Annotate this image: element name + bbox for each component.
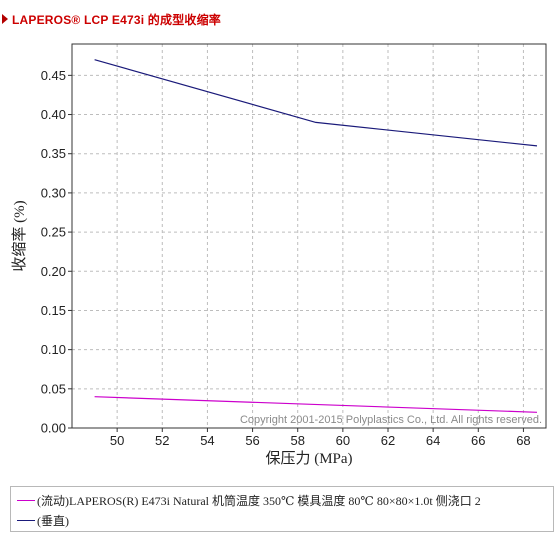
legend-label-flow: (流动)LAPEROS(R) E473i Natural 机筒温度 350℃ 模… — [37, 493, 481, 508]
x-tick-label: 56 — [245, 433, 259, 448]
plot-area — [71, 43, 547, 429]
x-tick-label: 68 — [516, 433, 530, 448]
copyright-annotation: Copyright 2001-2015 Polyplastics Co., Lt… — [240, 414, 542, 426]
x-tick-label: 58 — [290, 433, 304, 448]
x-tick-label: 64 — [426, 433, 440, 448]
legend: (流动)LAPEROS(R) E473i Natural 机筒温度 350℃ 模… — [10, 486, 554, 532]
y-tick-label: 0.15 — [41, 303, 66, 318]
x-axis-ticks: 50 52 54 56 58 60 62 64 66 68 — [110, 428, 531, 448]
y-tick-label: 0.40 — [41, 107, 66, 122]
legend-swatch-vertical — [17, 519, 35, 521]
x-tick-label: 54 — [200, 433, 214, 448]
legend-item-vertical: (垂直) — [17, 511, 69, 529]
arrow-marker-icon — [2, 14, 8, 24]
x-tick-label: 62 — [381, 433, 395, 448]
y-axis-ticks: 0.00 0.05 0.10 0.15 0.20 0.25 0.30 0.35 0.40 0.45 — [41, 68, 72, 436]
series-line-0 — [94, 396, 538, 413]
legend-label-vertical: (垂直) — [37, 513, 69, 528]
y-tick-label: 0.20 — [41, 264, 66, 279]
y-tick-label: 0.35 — [41, 146, 66, 161]
chart-grid — [72, 44, 546, 428]
y-tick-label: 0.25 — [41, 225, 66, 240]
y-tick-label: 0.00 — [41, 421, 66, 436]
chart-header: LAPEROS® LCP E473i 的成型收缩率 — [2, 10, 221, 28]
shrinkage-chart: 0.00 0.05 0.10 0.15 0.20 0.25 0.30 0.35 0.40 0.45… — [11, 43, 547, 467]
y-axis-label: 收缩率 (%) — [11, 200, 28, 271]
x-tick-label: 60 — [336, 433, 350, 448]
series-line-1 — [94, 59, 538, 147]
x-tick-label: 52 — [155, 433, 169, 448]
y-tick-label: 0.45 — [41, 68, 66, 83]
y-tick-label: 0.10 — [41, 342, 66, 357]
series-lines — [94, 59, 538, 413]
y-tick-label: 0.05 — [41, 381, 66, 396]
x-tick-label: 66 — [471, 433, 485, 448]
legend-swatch-flow — [17, 499, 35, 501]
x-tick-label: 50 — [110, 433, 124, 448]
x-axis-label: 保压力 (MPa) — [265, 450, 352, 467]
legend-item-flow: (流动)LAPEROS(R) E473i Natural 机筒温度 350℃ 模… — [17, 491, 481, 509]
y-tick-label: 0.30 — [41, 185, 66, 200]
chart-title: LAPEROS® LCP E473i 的成型收缩率 — [12, 12, 221, 27]
